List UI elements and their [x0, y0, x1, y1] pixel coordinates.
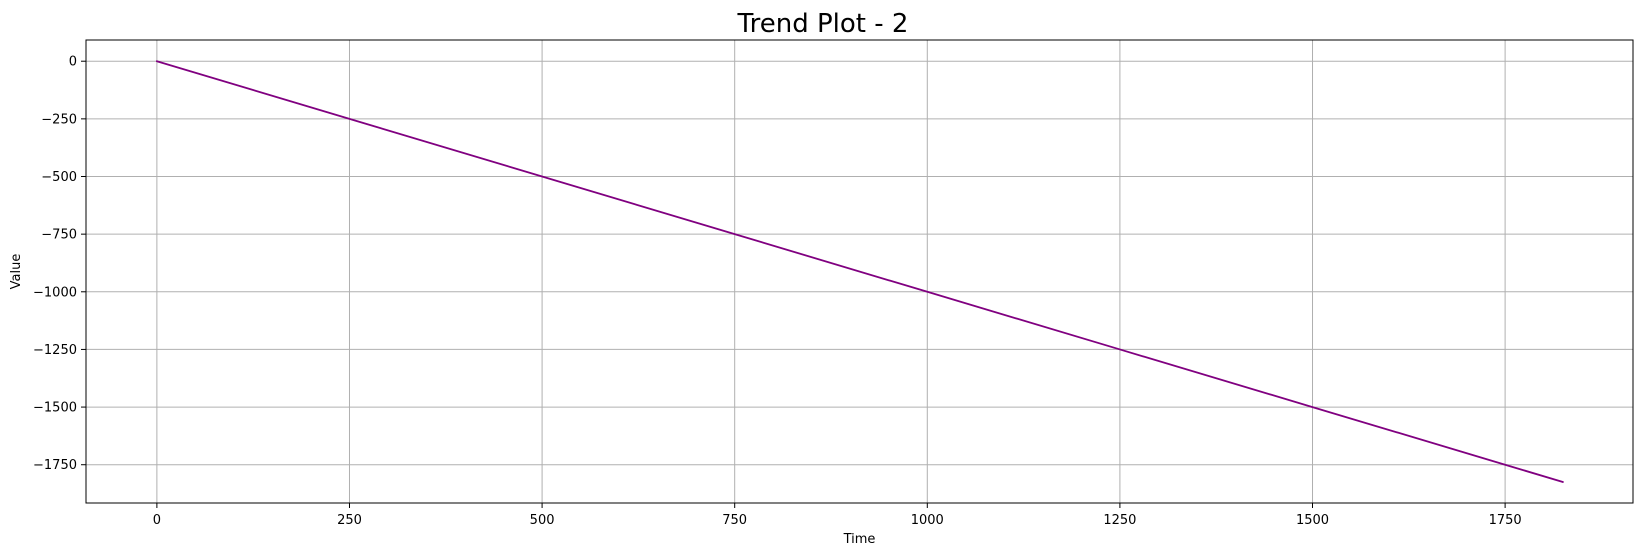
y-tick-label: −1000	[33, 285, 77, 300]
y-tick-label: −250	[41, 112, 77, 127]
plot-frame	[85, 39, 1634, 504]
y-tick-label: −500	[41, 170, 77, 185]
x-tick-label: 1000	[911, 513, 944, 528]
y-tick-label: 0	[69, 55, 77, 70]
y-tick-label: −1250	[33, 343, 77, 358]
axis-ticks: 0 250 500 750 1000 1250 1500 1750 0 −250 −500 −750 −…	[33, 55, 1522, 528]
y-axis-label: Value	[9, 254, 24, 290]
x-tick-label: 1500	[1296, 513, 1329, 528]
y-tick-label: −1500	[33, 401, 77, 416]
series-line	[155, 60, 1564, 483]
chart-title: Trend Plot - 2	[737, 9, 909, 39]
x-tick-label: 500	[530, 513, 555, 528]
y-tick-label: −750	[41, 228, 77, 243]
x-tick-label: 750	[722, 513, 747, 528]
series-layer	[155, 60, 1564, 483]
x-tick-label: 1250	[1103, 513, 1136, 528]
grid-lines	[86, 40, 1633, 503]
x-tick-label: 1750	[1489, 513, 1522, 528]
x-tick-label: 0	[153, 513, 161, 528]
x-tick-label: 250	[337, 513, 362, 528]
x-axis-label: Time	[843, 532, 876, 547]
y-tick-label: −1750	[33, 458, 77, 473]
